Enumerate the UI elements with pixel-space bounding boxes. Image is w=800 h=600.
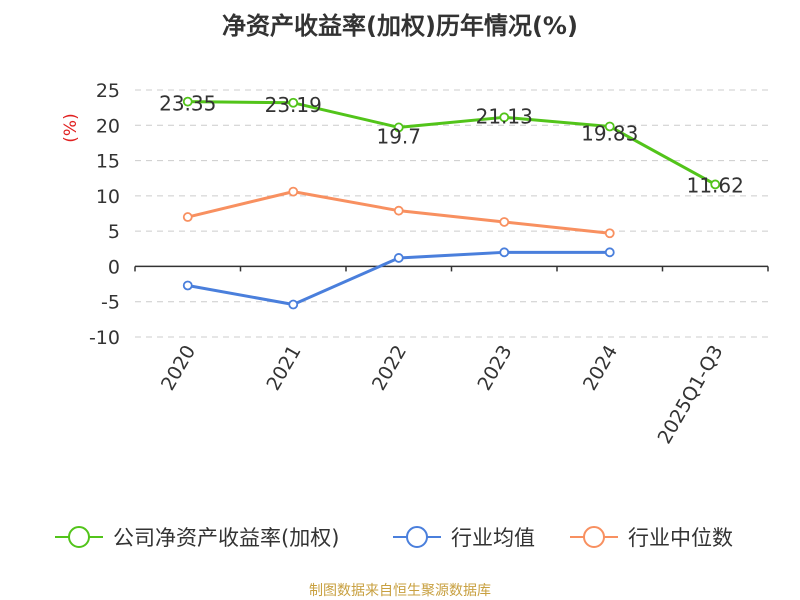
legend-label: 行业中位数 bbox=[628, 526, 733, 550]
series-0 bbox=[182, 96, 721, 190]
data-label: 19.83 bbox=[581, 121, 638, 145]
y-tick-label: 0 bbox=[108, 256, 120, 278]
data-point bbox=[604, 228, 615, 239]
data-point bbox=[288, 299, 299, 310]
grid-lines bbox=[135, 89, 768, 338]
x-tick-label: 2023 bbox=[473, 342, 516, 395]
data-point bbox=[182, 280, 193, 291]
y-tick-label: 25 bbox=[96, 80, 120, 102]
y-tick-label: 20 bbox=[96, 115, 120, 137]
series-line bbox=[187, 100, 716, 186]
data-label: 23.19 bbox=[265, 93, 322, 117]
data-point bbox=[499, 112, 510, 123]
series-layer bbox=[182, 96, 721, 310]
y-tick-label: 10 bbox=[96, 186, 120, 208]
data-point bbox=[393, 122, 404, 133]
data-point bbox=[604, 121, 615, 132]
legend-item-0[interactable]: 公司净资产收益率(加权) bbox=[55, 526, 339, 550]
x-tick-label: 2020 bbox=[157, 342, 200, 395]
x-tick-label: 2024 bbox=[579, 342, 622, 395]
y-tick-label: -5 bbox=[101, 292, 120, 314]
y-axis-label: (%) bbox=[61, 113, 81, 142]
y-tick-label: -10 bbox=[89, 327, 120, 349]
data-label: 11.62 bbox=[687, 173, 744, 197]
data-point bbox=[604, 247, 615, 258]
data-point bbox=[288, 186, 299, 197]
series-2 bbox=[182, 186, 615, 239]
x-tick-label: 2021 bbox=[262, 342, 305, 395]
y-tick-label: 15 bbox=[96, 151, 120, 173]
data-point bbox=[499, 217, 510, 227]
legend-item-2[interactable]: 行业中位数 bbox=[570, 526, 733, 550]
legend-label: 公司净资产收益率(加权) bbox=[113, 526, 339, 550]
data-point bbox=[288, 97, 299, 108]
legend-circle-icon bbox=[406, 526, 428, 548]
legend-item-1[interactable]: 行业均值 bbox=[393, 526, 535, 550]
data-label: 21.13 bbox=[476, 104, 533, 128]
data-labels: 23.35 23.19 19.7 21.13 19.83 11.62 bbox=[159, 92, 744, 198]
source-note: 制图数据来自恒生聚源数据库 bbox=[309, 583, 491, 599]
chart-title: 净资产收益率(加权)历年情况(%) bbox=[222, 12, 578, 40]
data-point bbox=[710, 179, 721, 190]
x-tick-label: 2022 bbox=[368, 342, 411, 395]
y-tick-label: 5 bbox=[108, 221, 120, 243]
data-label: 19.7 bbox=[376, 124, 421, 148]
data-point bbox=[393, 205, 404, 216]
axes: 25 20 15 10 5 0 -5 -10 2020 2021 2022 2023 2024 2025Q… bbox=[89, 80, 769, 448]
legend-circle-icon bbox=[68, 526, 90, 548]
series-1 bbox=[182, 247, 615, 310]
legend-label: 行业均值 bbox=[451, 526, 535, 550]
data-point bbox=[182, 96, 193, 107]
data-point bbox=[499, 247, 510, 258]
legend-circle-icon bbox=[583, 526, 605, 548]
x-tick-label: 2025Q1-Q3 bbox=[654, 342, 728, 448]
data-label: 23.35 bbox=[159, 92, 216, 116]
data-point bbox=[393, 253, 404, 263]
data-point bbox=[182, 212, 193, 222]
legend[interactable]: 公司净资产收益率(加权) 行业均值 行业中位数 bbox=[55, 526, 733, 550]
